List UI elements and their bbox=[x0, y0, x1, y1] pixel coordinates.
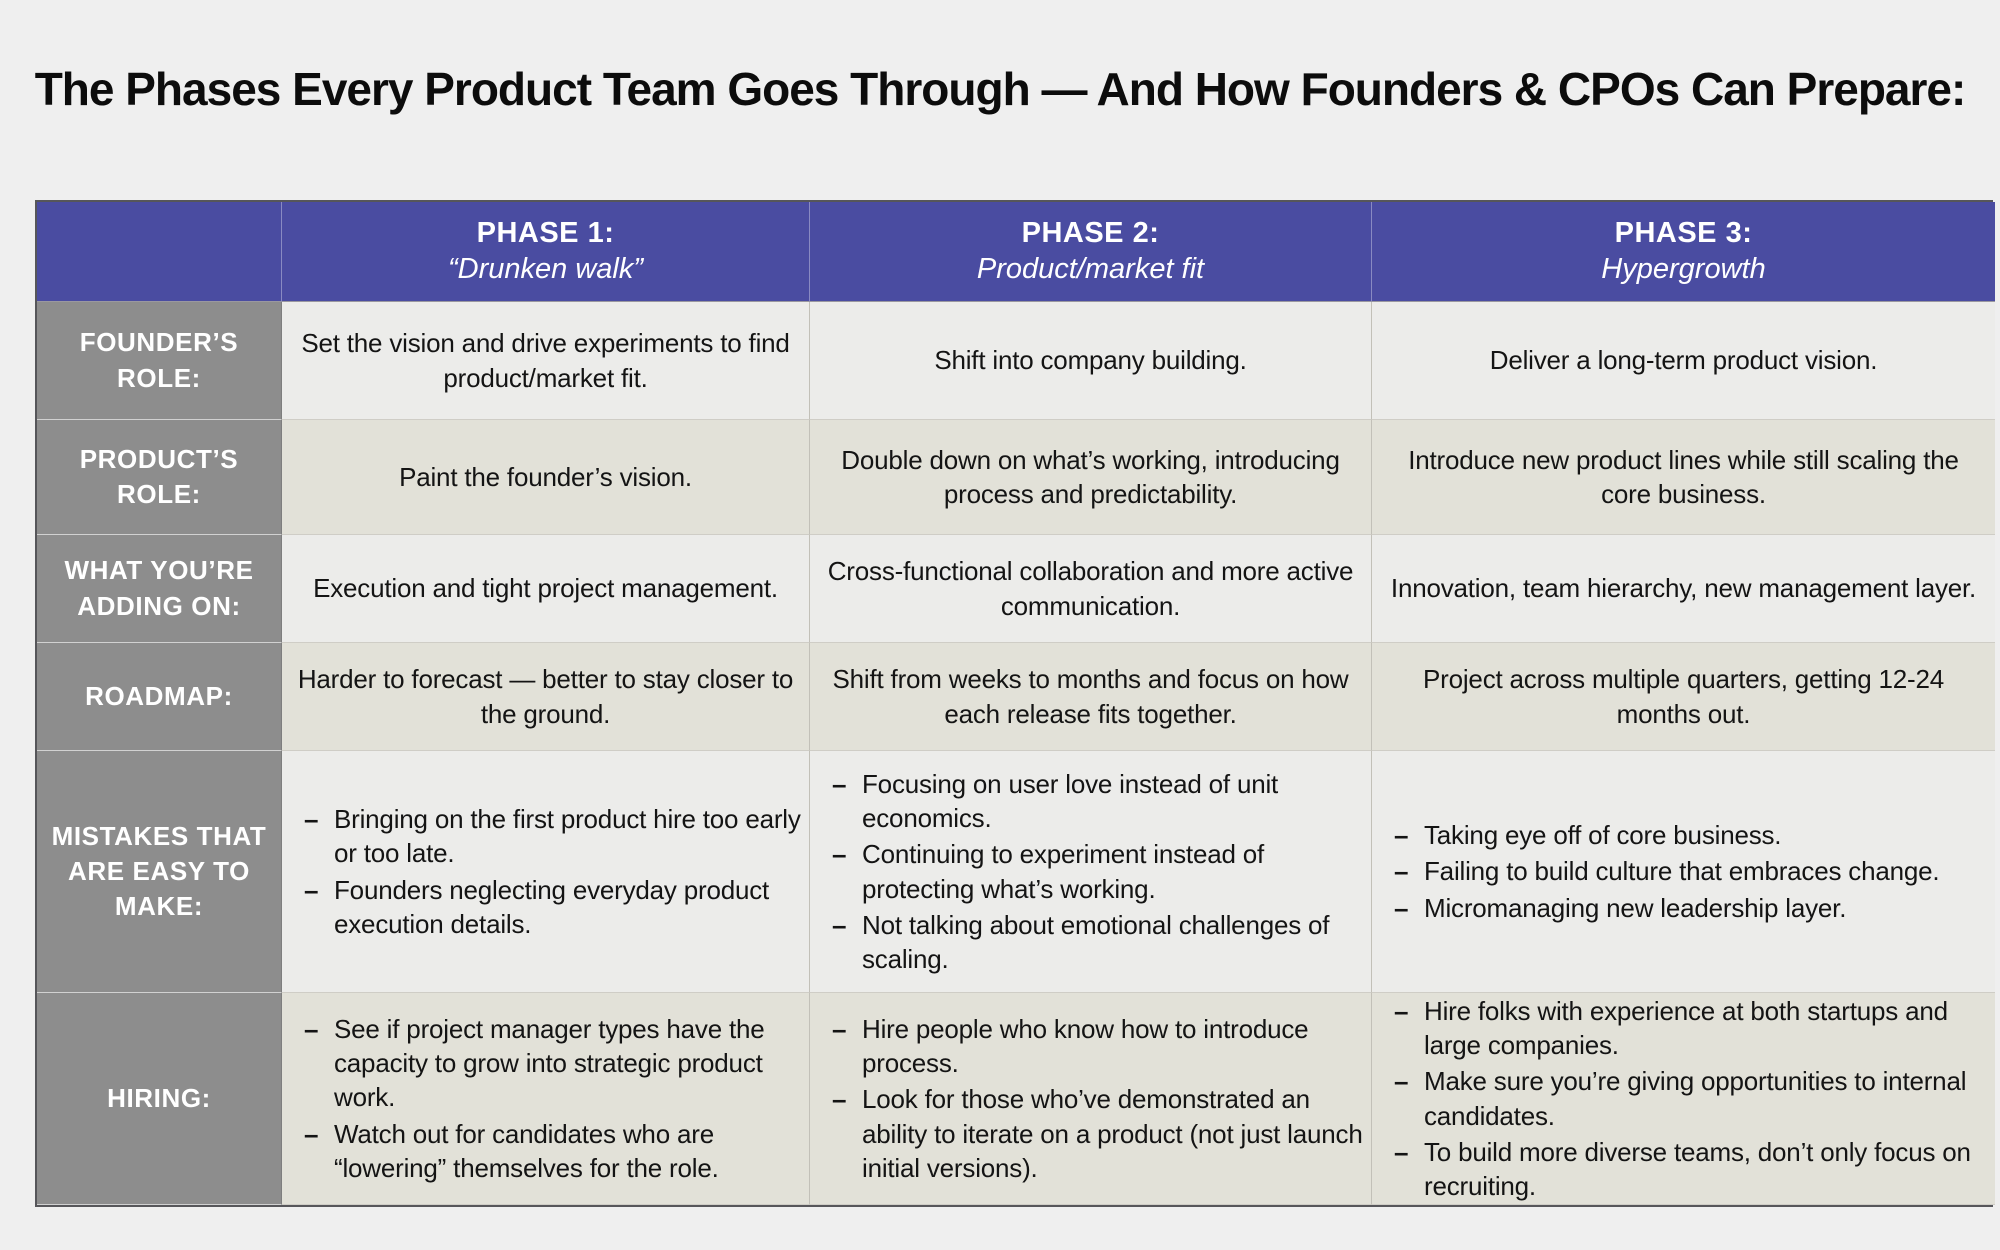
cell-products-role-phase-3: Introduce new product lines while still … bbox=[1372, 420, 1995, 535]
cell-mistakes-phase-1: Bringing on the first product hire too e… bbox=[282, 751, 810, 993]
bullet-list: Hire folks with experience at both start… bbox=[1390, 992, 1987, 1206]
cell-hiring-phase-3: Hire folks with experience at both start… bbox=[1372, 993, 1995, 1205]
cell-adding-on-phase-1: Execution and tight project management. bbox=[282, 535, 810, 643]
cell-mistakes-phase-2: Focusing on user love instead of unit ec… bbox=[810, 751, 1372, 993]
bullet-list: Taking eye off of core business.Failing … bbox=[1390, 816, 1987, 927]
cell-roadmap-phase-3: Project across multiple quarters, gettin… bbox=[1372, 643, 1995, 751]
cell-founders-role-phase-1: Set the vision and drive experiments to … bbox=[282, 302, 810, 420]
bullet-item: Look for those who’ve demonstrated an ab… bbox=[828, 1082, 1363, 1185]
cell-founders-role-phase-2: Shift into company building. bbox=[810, 302, 1372, 420]
bullet-item: Hire folks with experience at both start… bbox=[1390, 994, 1987, 1063]
phase-3-header: PHASE 3: Hypergrowth bbox=[1372, 202, 1995, 302]
phase-3-title: PHASE 3: bbox=[1614, 217, 1753, 249]
phase-3-subtitle: Hypergrowth bbox=[1601, 253, 1766, 285]
row-label-mistakes: MISTAKES THAT ARE EASY TO MAKE: bbox=[37, 751, 282, 993]
phase-1-subtitle: “Drunken walk” bbox=[448, 253, 643, 285]
phase-2-title: PHASE 2: bbox=[1021, 217, 1160, 249]
bullet-item: Founders neglecting everyday product exe… bbox=[300, 873, 801, 942]
row-label-products-role: PRODUCT’S ROLE: bbox=[37, 420, 282, 535]
row-label-founders-role: FOUNDER’S ROLE: bbox=[37, 302, 282, 420]
bullet-item: Taking eye off of core business. bbox=[1390, 818, 1987, 853]
cell-hiring-phase-1: See if project manager types have the ca… bbox=[282, 993, 810, 1205]
bullet-item: Watch out for candidates who are “loweri… bbox=[300, 1117, 801, 1186]
bullet-item: Micromanaging new leadership layer. bbox=[1390, 891, 1987, 926]
bullet-item: Make sure you’re giving opportunities to… bbox=[1390, 1064, 1987, 1133]
cell-roadmap-phase-2: Shift from weeks to months and focus on … bbox=[810, 643, 1372, 751]
phase-1-title: PHASE 1: bbox=[476, 217, 615, 249]
bullet-item: Not talking about emotional challenges o… bbox=[828, 908, 1363, 977]
corner-header-cell bbox=[37, 202, 282, 302]
cell-adding-on-phase-2: Cross-functional collaboration and more … bbox=[810, 535, 1372, 643]
bullet-item: Continuing to experiment instead of prot… bbox=[828, 837, 1363, 906]
phase-2-header: PHASE 2: Product/market fit bbox=[810, 202, 1372, 302]
row-label-hiring: HIRING: bbox=[37, 993, 282, 1205]
bullet-item: See if project manager types have the ca… bbox=[300, 1012, 801, 1115]
bullet-list: Hire people who know how to introduce pr… bbox=[828, 1010, 1363, 1188]
cell-roadmap-phase-1: Harder to forecast — better to stay clos… bbox=[282, 643, 810, 751]
bullet-item: To build more diverse teams, don’t only … bbox=[1390, 1135, 1987, 1204]
row-label-roadmap: ROADMAP: bbox=[37, 643, 282, 751]
cell-hiring-phase-2: Hire people who know how to introduce pr… bbox=[810, 993, 1372, 1205]
phases-table: PHASE 1: “Drunken walk” PHASE 2: Product… bbox=[35, 200, 1995, 1207]
cell-adding-on-phase-3: Innovation, team hierarchy, new manageme… bbox=[1372, 535, 1995, 643]
cell-products-role-phase-1: Paint the founder’s vision. bbox=[282, 420, 810, 535]
page-title: The Phases Every Product Team Goes Throu… bbox=[34, 63, 1967, 115]
bullet-list: Focusing on user love instead of unit ec… bbox=[828, 765, 1363, 979]
cell-founders-role-phase-3: Deliver a long-term product vision. bbox=[1372, 302, 1995, 420]
phase-1-header: PHASE 1: “Drunken walk” bbox=[282, 202, 810, 302]
row-label-adding-on: WHAT YOU’RE ADDING ON: bbox=[37, 535, 282, 643]
bullet-item: Bringing on the first product hire too e… bbox=[300, 802, 801, 871]
cell-products-role-phase-2: Double down on what’s working, introduci… bbox=[810, 420, 1372, 535]
bullet-list: Bringing on the first product hire too e… bbox=[300, 800, 801, 943]
bullet-item: Failing to build culture that embraces c… bbox=[1390, 854, 1987, 889]
cell-mistakes-phase-3: Taking eye off of core business.Failing … bbox=[1372, 751, 1995, 993]
bullet-item: Hire people who know how to introduce pr… bbox=[828, 1012, 1363, 1081]
bullet-list: See if project manager types have the ca… bbox=[300, 1010, 801, 1188]
phase-2-subtitle: Product/market fit bbox=[976, 253, 1205, 285]
bullet-item: Focusing on user love instead of unit ec… bbox=[828, 767, 1363, 836]
